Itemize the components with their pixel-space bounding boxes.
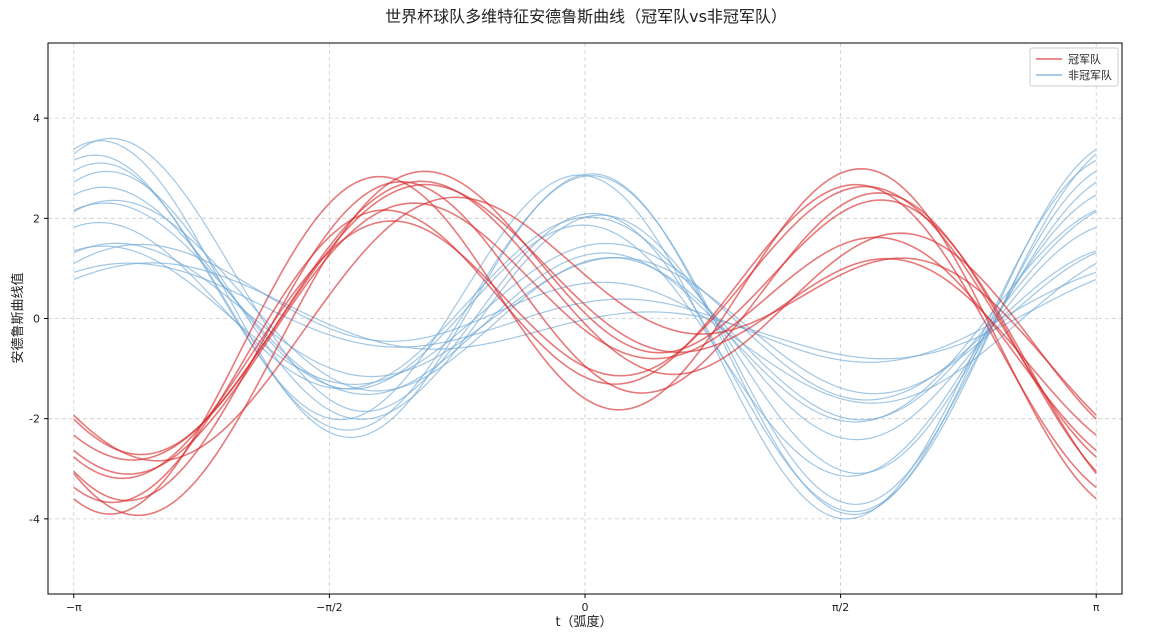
champion-curve-7 [73, 183, 1097, 461]
champion-curve-3 [73, 183, 1097, 504]
non-champion-curve-13 [73, 262, 1097, 363]
non-champion-curve-0 [73, 243, 1097, 404]
non-champion-curve-7 [73, 140, 1097, 516]
y-axis-ticks: -4 -2 0 2 4 [29, 112, 48, 526]
x-tick-label: 0 [582, 601, 589, 614]
y-tick-label: 2 [33, 212, 40, 225]
non-champion-curve-12 [73, 162, 1097, 505]
grid-lines [48, 43, 1122, 594]
legend-label-non-champion: 非冠军队 [1068, 68, 1112, 82]
legend: 冠军队 非冠军队 [1029, 47, 1119, 87]
y-tick-label: 4 [33, 112, 40, 125]
x-tick-label: −π [66, 601, 82, 614]
legend-box [1029, 47, 1119, 87]
champion-curve-8 [73, 181, 1097, 502]
y-tick-label: 0 [33, 313, 40, 326]
legend-label-champion: 冠军队 [1068, 52, 1101, 66]
x-tick-label: −π/2 [316, 601, 343, 614]
non-champion-curve-8 [73, 242, 1097, 401]
non-champion-curve-4 [73, 137, 1097, 513]
y-axis-label: 安德鲁斯曲线值 [10, 272, 26, 363]
non-champion-curve-9 [73, 170, 1097, 474]
x-tick-label: π/2 [832, 601, 849, 614]
y-tick-label: -2 [29, 413, 40, 426]
y-tick-label: -4 [29, 513, 40, 526]
non-champion-curve-10 [73, 154, 1097, 520]
x-axis-label: t（弧度） [555, 614, 612, 630]
non-champion-curve-2 [73, 186, 1097, 477]
non-champion-curve-6 [73, 262, 1097, 360]
x-tick-label: π [1093, 601, 1100, 614]
curves-layer [73, 137, 1097, 520]
champion-curve-1 [73, 167, 1097, 515]
non-champion-curve-11 [73, 202, 1097, 423]
chart-title: 世界杯球队多维特征安德鲁斯曲线（冠军队vs非冠军队） [385, 7, 787, 26]
x-axis-ticks: −π −π/2 0 π/2 π [66, 594, 1100, 614]
